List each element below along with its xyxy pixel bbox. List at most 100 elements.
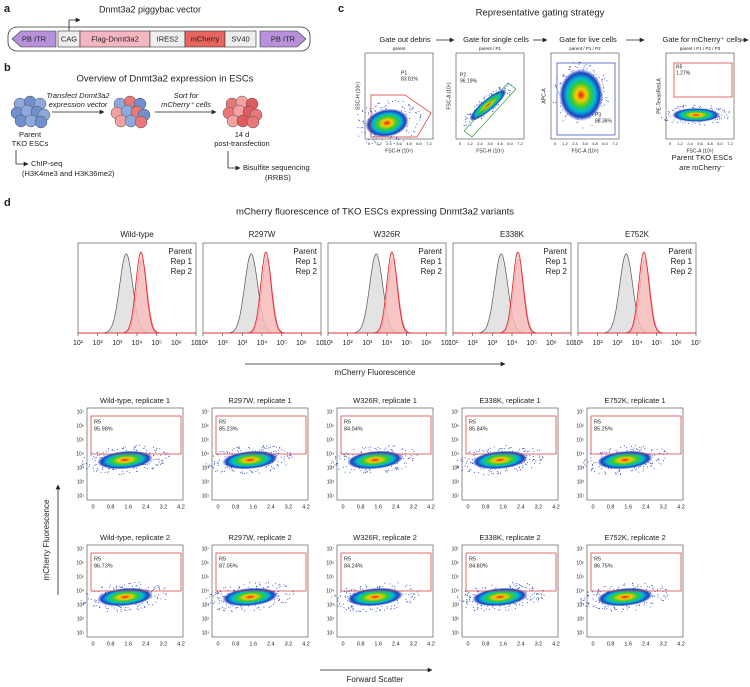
- event-dot: [280, 456, 282, 458]
- event-dot: [102, 586, 104, 588]
- event-dot: [491, 93, 493, 95]
- event-dot: [396, 468, 398, 470]
- event-dot: [562, 73, 564, 75]
- event-dot: [372, 108, 374, 110]
- event-dot: [483, 451, 485, 453]
- event-dot: [464, 465, 466, 467]
- event-dot: [592, 591, 594, 593]
- event-dot: [393, 607, 395, 609]
- event-dot: [552, 102, 554, 104]
- event-dot: [627, 606, 629, 608]
- event-dot: [535, 460, 537, 462]
- event-dot: [94, 459, 96, 461]
- event-dot: [660, 117, 662, 119]
- event-dot: [83, 602, 85, 604]
- event-dot: [677, 106, 679, 108]
- event-dot: [121, 448, 123, 450]
- event-dot: [602, 608, 604, 610]
- event-dot: [233, 589, 235, 591]
- event-dot: [375, 105, 377, 107]
- y-tick-label: 10⁴: [201, 451, 209, 457]
- event-dot: [409, 106, 411, 108]
- event-dot: [518, 584, 520, 586]
- event-dot: [224, 610, 226, 612]
- x-tick-label: 0: [669, 141, 672, 146]
- event-dot: [665, 597, 667, 599]
- event-dot: [162, 461, 164, 463]
- x-tick-label: 10⁷: [441, 340, 452, 347]
- event-dot: [259, 584, 261, 586]
- event-dot: [618, 586, 620, 588]
- event-dot: [116, 585, 118, 587]
- event-dot: [375, 610, 377, 612]
- event-dot: [457, 465, 459, 467]
- x-tick-label: 10¹: [198, 340, 209, 347]
- event-dot: [597, 607, 599, 609]
- event-dot: [467, 117, 469, 119]
- event-dot: [537, 598, 539, 600]
- gate-percent: 85.23%: [219, 426, 238, 432]
- event-dot: [613, 607, 615, 609]
- x-tick-label: 3.2: [285, 504, 293, 510]
- gate: [590, 552, 682, 592]
- event-dot: [459, 599, 461, 601]
- event-dot: [460, 459, 462, 461]
- event-dot: [505, 445, 507, 447]
- event-dot: [480, 117, 482, 119]
- event-dot: [342, 466, 344, 468]
- event-dot: [209, 465, 211, 467]
- x-tick-label: 0: [341, 641, 344, 647]
- y-tick-label: 10⁴: [451, 588, 459, 594]
- event-dot: [353, 468, 355, 470]
- event-dot: [517, 450, 519, 452]
- event-dot: [153, 459, 155, 461]
- event-dot: [465, 117, 467, 119]
- event-dot: [154, 588, 156, 590]
- event-dot: [680, 106, 682, 108]
- event-dot: [579, 61, 581, 63]
- event-dot: [486, 449, 488, 451]
- event-dot: [394, 588, 396, 590]
- event-dot: [372, 112, 374, 114]
- event-dot: [364, 472, 366, 474]
- event-dot: [118, 606, 120, 608]
- event-dot: [146, 463, 148, 465]
- event-dot: [111, 449, 113, 451]
- event-dot: [215, 592, 217, 594]
- x-tick-label: 3.6: [697, 141, 703, 146]
- x-tick-label: 0: [466, 641, 469, 647]
- event-dot: [530, 596, 532, 598]
- event-dot: [419, 119, 421, 121]
- event-dot: [360, 451, 362, 453]
- y-tick-label: 10³: [202, 465, 210, 471]
- event-dot: [379, 609, 381, 611]
- event-dot: [252, 471, 254, 473]
- event-dot: [81, 463, 83, 465]
- gate-name: R5: [344, 419, 351, 425]
- legend-entry: Rep 1: [671, 257, 693, 266]
- legend-entry: Rep 1: [296, 257, 318, 266]
- event-dot: [107, 610, 109, 612]
- event-dot: [495, 90, 497, 92]
- event-dot: [241, 606, 243, 608]
- x-tick-label: 3.2: [535, 504, 543, 510]
- event-dot: [96, 452, 98, 454]
- event-dot: [527, 462, 529, 464]
- event-dot: [238, 585, 240, 587]
- x-tick-label: 7.2: [727, 141, 733, 146]
- event-dot: [517, 470, 519, 472]
- x-tick-label: 1.2: [467, 141, 473, 146]
- x-tick-label: 10⁶: [671, 340, 682, 347]
- event-dot: [237, 588, 239, 590]
- event-dot: [277, 461, 279, 463]
- event-dot: [148, 463, 150, 465]
- event-dot: [249, 582, 251, 584]
- event-dot: [457, 596, 459, 598]
- event-dot: [276, 464, 278, 466]
- event-dot: [409, 588, 411, 590]
- event-dot: [592, 467, 594, 469]
- event-dot: [384, 470, 386, 472]
- event-dot: [594, 121, 596, 123]
- x-tick-label: 10²: [593, 340, 604, 347]
- event-dot: [508, 94, 510, 96]
